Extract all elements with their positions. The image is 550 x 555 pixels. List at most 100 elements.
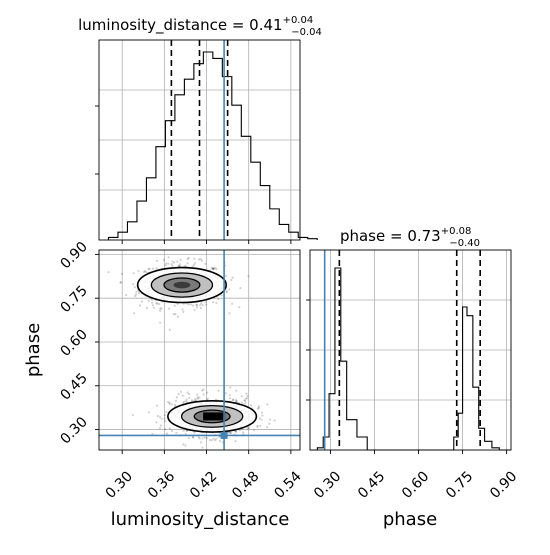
sample-point — [182, 429, 185, 432]
sample-point — [179, 390, 182, 393]
sample-point — [193, 431, 196, 434]
sample-point — [200, 302, 203, 305]
sample-point — [206, 437, 209, 440]
sample-point — [258, 417, 261, 420]
sample-point — [167, 262, 170, 265]
sample-point — [244, 399, 247, 403]
sample-point — [165, 411, 168, 414]
xtick-label-ld-2: 0.42 — [187, 468, 220, 501]
title-phase: phase = 0.73+0.08 −0.40 — [340, 226, 480, 249]
sample-point — [231, 302, 234, 305]
sample-point — [245, 392, 248, 395]
sample-point — [150, 298, 153, 301]
sample-point — [145, 271, 148, 274]
sample-point — [159, 416, 162, 419]
sample-point — [148, 267, 151, 270]
sample-point — [197, 258, 201, 261]
sample-point — [204, 301, 207, 304]
sample-point — [137, 270, 140, 273]
density-peak — [203, 412, 226, 421]
sample-point — [229, 432, 232, 435]
sample-point — [202, 388, 205, 391]
sample-point — [181, 308, 184, 311]
sample-point — [269, 418, 272, 421]
sample-point — [240, 401, 244, 404]
sample-point — [203, 436, 206, 439]
sample-point — [159, 307, 162, 310]
sample-point — [217, 298, 220, 301]
sample-point — [235, 399, 238, 402]
sample-point — [158, 302, 161, 306]
sample-point — [260, 418, 263, 421]
density-level-0-3 — [173, 281, 191, 289]
sample-point — [212, 268, 215, 271]
sample-point — [186, 258, 189, 261]
sample-point — [137, 291, 141, 295]
xtick-label-ph-2: 0.60 — [399, 468, 432, 501]
ytick-label-phase-1: 0.45 — [57, 370, 90, 403]
sample-point — [176, 302, 179, 305]
sample-point — [266, 426, 269, 429]
sample-point — [119, 281, 122, 284]
sample-point — [163, 428, 167, 431]
sample-point — [196, 396, 199, 399]
histogram-luminosity-distance — [95, 39, 318, 244]
sample-point — [107, 271, 110, 274]
sample-point — [212, 267, 215, 270]
sample-point — [231, 276, 234, 279]
sample-point — [258, 405, 261, 408]
sample-point — [177, 264, 180, 268]
sample-point — [212, 437, 215, 440]
sample-point — [175, 396, 178, 399]
sample-point — [198, 396, 201, 399]
sample-point — [247, 275, 250, 278]
sample-point — [194, 398, 197, 401]
sample-point — [225, 290, 228, 294]
sample-point — [135, 290, 138, 293]
sample-point — [199, 258, 202, 261]
sample-point — [151, 304, 155, 307]
title-ld-prefix: luminosity_distance = 0.41 — [78, 16, 282, 35]
sample-point — [190, 399, 193, 402]
sample-point — [244, 397, 247, 400]
sample-point — [144, 269, 147, 273]
sample-point — [134, 294, 137, 298]
title-ld-sup: +0.04 — [283, 15, 314, 26]
sample-point — [168, 427, 172, 430]
sample-point — [168, 307, 171, 310]
sample-point — [132, 283, 135, 286]
sample-point — [163, 417, 166, 420]
ytick-label-phase-0: 0.30 — [57, 414, 90, 447]
sample-point — [176, 315, 179, 318]
sample-point — [232, 398, 235, 401]
histogram-steps-ld — [107, 51, 318, 240]
ylabel-phase: phase — [23, 323, 44, 377]
sample-point — [151, 301, 154, 304]
sample-point — [145, 306, 148, 310]
sample-point — [120, 272, 123, 275]
sample-point — [155, 404, 159, 407]
sample-point — [240, 395, 243, 398]
sample-point — [191, 436, 195, 439]
sample-point — [132, 272, 135, 275]
sample-point — [199, 307, 203, 310]
sample-point — [185, 429, 188, 432]
sample-point — [192, 436, 195, 439]
xtick-label-ld-4: 0.54 — [271, 468, 304, 501]
frame-2d — [98, 249, 301, 451]
sample-point — [212, 301, 215, 304]
sample-point — [133, 286, 136, 289]
xtick-label-ph-0: 0.30 — [311, 468, 344, 501]
sample-point — [201, 304, 204, 307]
sample-point — [131, 413, 134, 416]
sample-point — [159, 309, 162, 312]
sample-point — [250, 404, 253, 407]
sample-point — [176, 260, 179, 263]
xtick-label-ph-4: 0.90 — [487, 468, 520, 501]
title-luminosity-distance: luminosity_distance = 0.41+0.04 −0.04 — [78, 15, 322, 38]
sample-point — [193, 257, 196, 260]
xtick-label-ld-0: 0.30 — [103, 468, 136, 501]
sample-point — [160, 307, 163, 310]
sample-point — [202, 393, 205, 396]
